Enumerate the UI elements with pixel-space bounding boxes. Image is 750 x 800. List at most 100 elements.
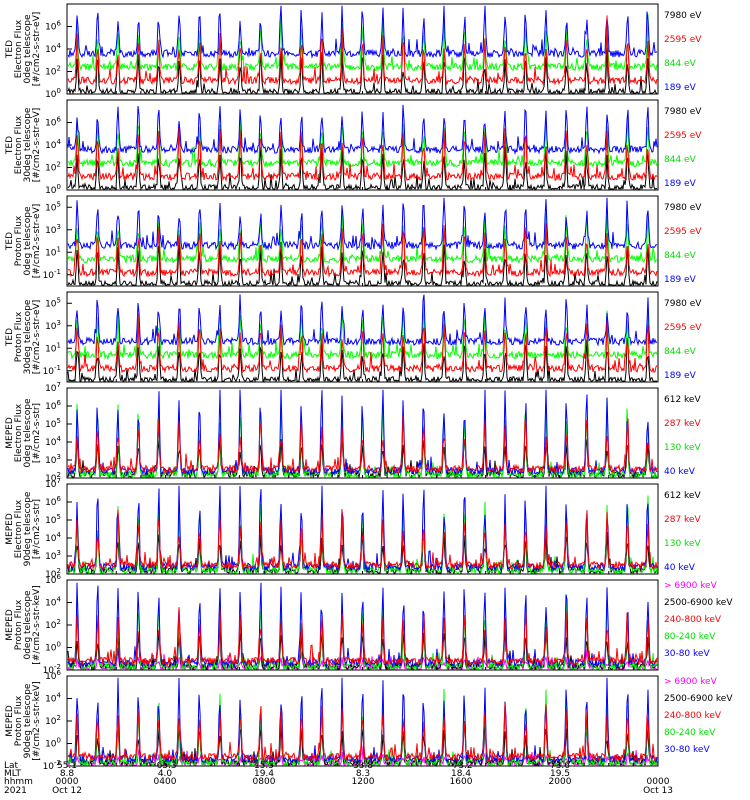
- ytick-label: 103: [45, 453, 61, 466]
- legend-entry: 240-800 keV: [664, 711, 722, 721]
- legend-entry: 2595 eV: [664, 35, 702, 45]
- ytick-label: 103: [45, 223, 61, 236]
- y-axis-label-line: Electron Flux: [14, 403, 24, 462]
- footer-row-label: MLT: [4, 769, 22, 779]
- footer-cell: 73.6: [550, 761, 570, 771]
- footer-cell: 4.0: [158, 769, 173, 779]
- footer-cell: 8.3: [356, 769, 370, 779]
- series-trace: [67, 14, 658, 73]
- ytick-label: 104: [45, 692, 61, 705]
- ytick-label: 105: [45, 200, 61, 213]
- legend-entry: > 6900 keV: [664, 677, 718, 687]
- legend-entry: > 6900 keV: [664, 581, 718, 591]
- panel-frame: [66, 387, 659, 479]
- ytick-label: 106: [45, 116, 61, 129]
- ytick-label: 101: [45, 341, 61, 354]
- legend-entry: 844 eV: [664, 59, 697, 69]
- series-trace: [67, 294, 658, 347]
- y-axis-label-line: [#/cm2-s-str-eV]: [32, 108, 42, 183]
- ytick-label: 106: [45, 399, 61, 412]
- legend-entry: 240-800 keV: [664, 615, 722, 625]
- footer-cell: 0800: [253, 777, 276, 787]
- ytick-label: 104: [45, 138, 61, 151]
- series-trace: [67, 677, 658, 765]
- ytick-label: 102: [45, 714, 61, 727]
- y-axis-label-line: 90deg telescope: [23, 683, 33, 758]
- ytick-label: 103: [45, 319, 61, 332]
- ytick-label: 106: [45, 495, 61, 508]
- series-trace: [67, 508, 658, 571]
- y-axis-label-line: 0deg telescope: [23, 398, 33, 468]
- legend-entry: 612 keV: [664, 491, 701, 501]
- legend-entry: 189 eV: [664, 371, 697, 381]
- legend-entry: 2595 eV: [664, 131, 702, 141]
- ytick-label: 101: [45, 245, 61, 258]
- series-trace: [67, 688, 658, 768]
- footer-cell: 18.4: [451, 769, 471, 779]
- footer-cell: 1200: [352, 777, 375, 787]
- y-axis-label-line: Electron Flux: [14, 499, 24, 558]
- footer-cell: -73.2: [449, 761, 472, 771]
- series-trace: [67, 146, 658, 192]
- footer-cell: 0000: [56, 777, 79, 787]
- legend-entry: 189 eV: [664, 275, 697, 285]
- footer-cell: 8.8: [60, 769, 75, 779]
- legend-entry: 287 keV: [664, 515, 701, 525]
- footer-cell: 0400: [154, 777, 177, 787]
- y-axis-label-line: 0deg telescope: [23, 14, 33, 84]
- series-trace: [67, 337, 657, 384]
- legend-entry: 130 keV: [664, 443, 701, 453]
- series-trace: [67, 303, 658, 361]
- ytick-label: 104: [45, 596, 61, 609]
- y-axis-label-line: 0deg telescope: [23, 590, 33, 660]
- legend-entry: 40 keV: [664, 563, 696, 573]
- footer-cell: Oct 13: [643, 786, 673, 796]
- ytick-label: 100: [45, 641, 61, 654]
- y-axis-label-line: [#/cm2-s-str-eV]: [32, 300, 42, 375]
- ytick-label: 10-1: [43, 364, 61, 377]
- y-axis-label-line: 30deg telescope: [23, 299, 33, 374]
- legend-entry: 7980 eV: [664, 11, 702, 21]
- y-axis-label-line: TED: [5, 328, 15, 347]
- y-axis-label-line: [#/cm2-s-str-keV]: [32, 585, 42, 664]
- footer-cell: 19.5: [550, 769, 570, 779]
- series-trace: [67, 607, 658, 667]
- y-axis-label-line: [#/cm2-s-str]: [32, 499, 42, 559]
- ytick-label: 100: [45, 183, 61, 196]
- y-axis-label-line: Proton Flux: [14, 215, 24, 266]
- footer-cell: 0000: [647, 777, 670, 787]
- series-trace: [67, 104, 658, 155]
- ytick-label: 104: [45, 42, 61, 55]
- legend-entry: 7980 eV: [664, 107, 702, 117]
- y-axis-label-line: Proton Flux: [14, 599, 24, 650]
- series-trace: [67, 389, 658, 477]
- ytick-label: 103: [45, 549, 61, 562]
- series-trace: [67, 5, 658, 59]
- y-axis-label-line: Electron Flux: [14, 115, 24, 174]
- y-axis-label-line: 30deg telescope: [23, 107, 33, 182]
- legend-entry: 2595 eV: [664, 323, 702, 333]
- series-trace: [67, 15, 658, 86]
- legend-entry: 40 keV: [664, 467, 696, 477]
- y-axis-label-line: Proton Flux: [14, 311, 24, 362]
- series-trace: [67, 116, 658, 169]
- series-trace: [67, 197, 658, 251]
- series-trace: [67, 485, 658, 573]
- footer-cell: 55.1: [57, 761, 77, 771]
- series-trace: [67, 582, 658, 669]
- series-trace: [67, 703, 658, 763]
- y-axis-label-line: MEPED: [5, 705, 15, 737]
- series-trace: [67, 223, 658, 278]
- ytick-label: 102: [45, 618, 61, 631]
- panel-2: 106 104 102 100 TED Electron Flux 30deg telesc…: [5, 99, 702, 196]
- footer-cell: 2000: [549, 777, 572, 787]
- series-trace: [67, 313, 658, 374]
- y-axis-label-line: Electron Flux: [14, 19, 24, 78]
- y-axis-label-line: MEPED: [5, 513, 15, 545]
- y-axis-label-line: MEPED: [5, 417, 15, 449]
- y-axis-label-line: [#/cm2-s-str-eV]: [32, 12, 42, 87]
- footer-cell: 33.8: [353, 761, 373, 771]
- ytick-label: 100: [45, 737, 61, 750]
